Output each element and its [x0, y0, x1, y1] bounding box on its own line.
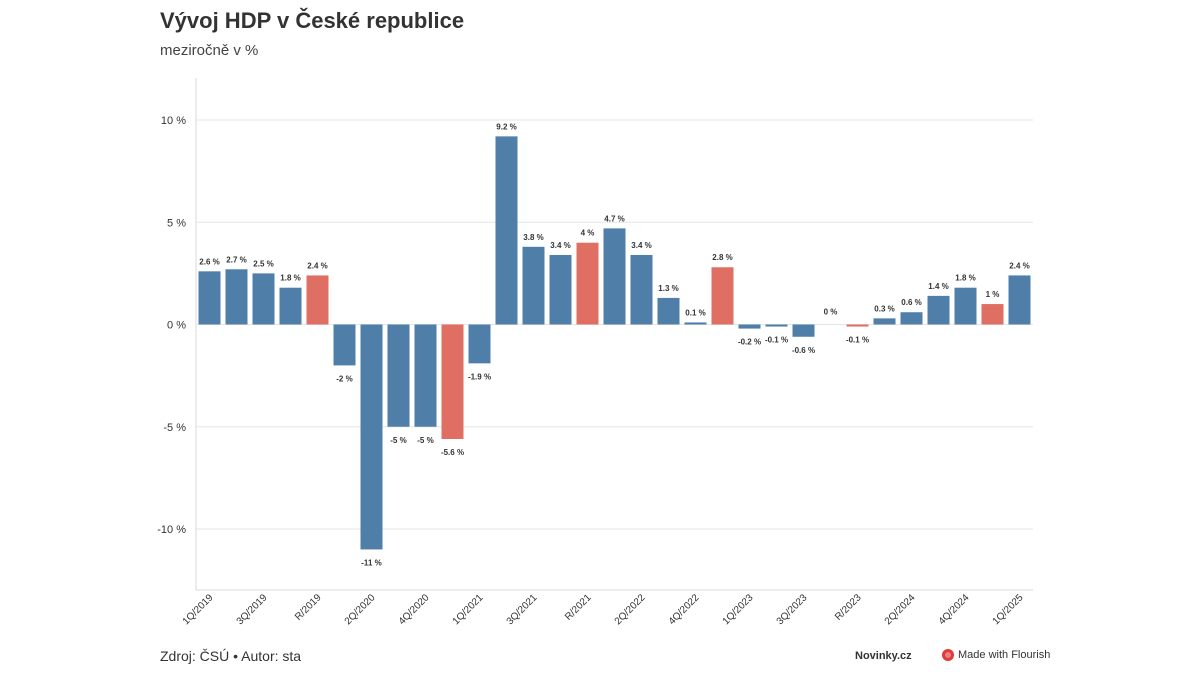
bar [576, 242, 599, 325]
bar [954, 287, 977, 325]
bar [306, 275, 329, 325]
bar [414, 324, 437, 427]
y-tick-label: 10 % [161, 115, 186, 127]
x-tick-label: 3Q/2019 [235, 592, 270, 627]
x-tick-label: 3Q/2021 [505, 592, 540, 627]
data-label: 0.3 % [874, 304, 894, 313]
data-label: 1.4 % [928, 282, 948, 291]
data-label: 2.6 % [199, 257, 219, 266]
bar [522, 246, 545, 325]
data-label: -5 % [390, 436, 406, 445]
data-label: 2.4 % [1009, 261, 1029, 270]
bar [198, 271, 221, 325]
x-tick-label: 1Q/2019 [181, 592, 216, 627]
bar [387, 324, 410, 427]
data-label: 3.4 % [631, 241, 651, 250]
data-label: 2.4 % [307, 261, 327, 270]
data-label: -5 % [417, 436, 433, 445]
data-label: -0.1 % [846, 336, 869, 345]
data-label: -1.9 % [468, 372, 491, 381]
data-label: -5.6 % [441, 448, 464, 457]
data-label: -0.1 % [765, 336, 788, 345]
bar [927, 295, 950, 325]
data-label: 2.5 % [253, 259, 273, 268]
x-tick-label: 4Q/2024 [937, 592, 972, 627]
flourish-credit[interactable]: Made with Flourish [942, 649, 1050, 661]
x-tick-label: 3Q/2023 [775, 592, 810, 627]
bar [792, 324, 815, 337]
bar [873, 318, 896, 325]
x-tick-label: 4Q/2022 [667, 592, 702, 627]
bar [225, 269, 248, 325]
x-tick-label: 4Q/2020 [397, 592, 432, 627]
chart-title: Vývoj HDP v České republice [160, 8, 465, 33]
data-label: 1.8 % [280, 274, 300, 283]
bar [333, 324, 356, 366]
x-tick-label: R/2021 [563, 592, 594, 623]
data-label: -0.2 % [738, 338, 761, 347]
brand-logo[interactable]: Novinky.cz [855, 650, 912, 662]
bar [765, 324, 788, 327]
data-label: 3.4 % [550, 241, 570, 250]
data-label: -2 % [336, 374, 352, 383]
y-tick-label: 5 % [167, 217, 186, 229]
x-tick-label: 2Q/2022 [613, 592, 648, 627]
bar [711, 267, 734, 325]
x-tick-label: R/2019 [293, 592, 324, 623]
data-label: 2.8 % [712, 253, 732, 262]
y-tick-label: 0 % [167, 320, 186, 332]
data-label: 2.7 % [226, 255, 246, 264]
data-label: 0.1 % [685, 308, 705, 317]
data-label: 9.2 % [496, 122, 516, 131]
bar [981, 304, 1004, 325]
flourish-icon [942, 649, 954, 661]
x-tick-label: 1Q/2023 [721, 592, 756, 627]
data-label: 0 % [824, 308, 838, 317]
chart-subtitle: meziročně v % [160, 42, 259, 59]
bar [657, 297, 680, 325]
data-label: 3.8 % [523, 233, 543, 242]
x-tick-label: 2Q/2024 [883, 592, 918, 627]
data-label: -0.6 % [792, 346, 815, 355]
bar [441, 324, 464, 440]
data-label: 4.7 % [604, 214, 624, 223]
bar [684, 322, 707, 325]
bar [360, 324, 383, 550]
data-label: 4 % [581, 229, 595, 238]
x-tick-label: 1Q/2021 [451, 592, 486, 627]
bar [630, 254, 653, 325]
bar [279, 287, 302, 325]
bar [549, 254, 572, 325]
bar [495, 136, 518, 325]
flourish-label: Made with Flourish [958, 649, 1051, 661]
x-tick-label: 2Q/2020 [343, 592, 378, 627]
source-credit: Zdroj: ČSÚ • Autor: sta [160, 648, 302, 664]
y-tick-label: -5 % [163, 422, 186, 434]
data-label: 1 % [986, 290, 1000, 299]
data-label: -11 % [361, 558, 381, 567]
data-label: 1.8 % [955, 274, 975, 283]
bar [846, 324, 869, 327]
y-tick-label: -10 % [157, 524, 186, 536]
x-tick-label: R/2023 [833, 592, 864, 623]
bar [1008, 275, 1031, 325]
bar [738, 324, 761, 329]
bar [468, 324, 491, 364]
bar [603, 228, 626, 325]
bar [900, 312, 923, 325]
data-label: 0.6 % [901, 298, 921, 307]
data-label: 1.3 % [658, 284, 678, 293]
bar [252, 273, 275, 325]
x-tick-label: 1Q/2025 [991, 592, 1026, 627]
